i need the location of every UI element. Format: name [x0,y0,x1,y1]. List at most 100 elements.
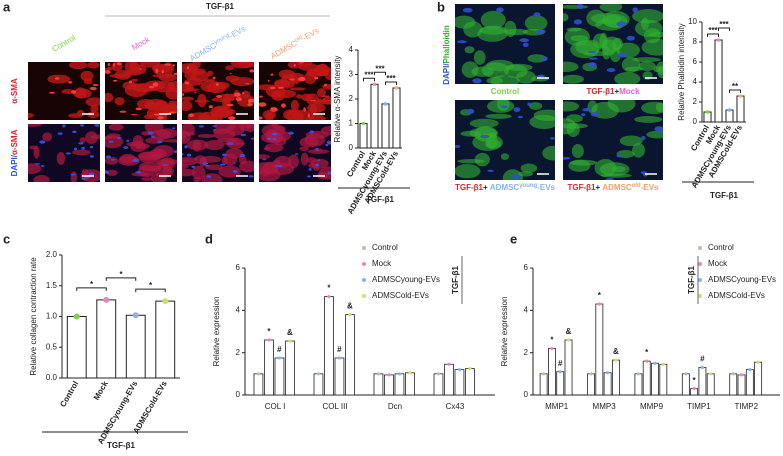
significance-label: ** [732,82,739,91]
cell [71,90,77,94]
cell [307,149,330,154]
bar [66,316,87,379]
text-piece: ADMSC [269,39,299,61]
cell [477,26,508,42]
cell [112,79,118,82]
cell [310,158,329,169]
text-piece: -EVs [641,183,659,192]
bar [345,314,355,396]
cell [215,83,219,86]
cell [303,107,306,112]
cell [221,156,229,165]
panel-letter: e [510,231,517,246]
cell [298,76,306,82]
significance-bracket [374,71,386,76]
cell [274,126,286,132]
cell [632,57,661,63]
bar [714,39,723,123]
bar [651,362,659,396]
data-point [541,372,546,376]
significance-label: # [337,345,342,354]
data-point [684,372,688,376]
cell [464,46,475,54]
cell [288,131,294,135]
cell [466,108,475,114]
y-axis-label: Relative collagen contraction rate [29,257,38,376]
cell [303,72,317,84]
cell [463,21,483,38]
data-point [468,366,472,371]
cell [259,95,263,98]
cell [216,137,240,143]
cell [250,137,254,140]
data-point [692,387,696,391]
cell [143,155,158,159]
bar [444,363,454,396]
cell [229,73,232,75]
cell [138,162,161,172]
cell [85,97,100,107]
data-point [383,102,388,106]
cell [457,159,485,164]
data-point [267,338,271,342]
cell [317,88,326,98]
legend-label: Control [708,243,734,252]
data-point [716,38,721,42]
legend-label: Mock [372,259,392,268]
cell [638,61,656,71]
cell [155,158,177,166]
cell [162,164,168,166]
significance-label: * [90,280,94,289]
data-point [337,356,342,360]
text-piece: TGF-β1 [567,183,596,192]
data-point [756,360,760,364]
cell [529,114,555,130]
bar [274,357,285,396]
y-axis-label: Relative expression [212,297,221,367]
cell [582,107,592,112]
data-point [316,372,321,376]
x-tick-label: Mock [92,379,110,402]
cell [49,91,55,94]
text-piece: -EVs [301,26,321,42]
data-point [700,365,704,370]
cell [182,168,196,177]
cell [270,73,274,76]
y-tick-label: 0.0 [46,373,58,382]
y-tick-label: 2 [524,348,529,357]
legend-label: Mock [708,259,728,268]
bar [737,374,746,396]
cell [455,144,461,148]
data-point [739,373,744,377]
significance-bracket [76,287,107,291]
data-point [408,371,412,375]
bar [392,87,401,149]
legend-title: TGF-β1 [451,265,460,294]
y-tick-label: 0 [693,117,698,126]
significance-label: * [645,348,649,357]
cell [641,38,663,56]
cell [73,147,78,151]
cell [200,80,221,93]
cell [198,125,205,128]
cell [182,130,191,144]
bar [603,372,612,396]
data-point [550,346,554,351]
cell [315,147,319,151]
data-point [457,368,462,372]
cell [186,139,209,151]
cell [617,52,627,58]
bar [405,372,415,396]
cell [322,84,331,90]
y-axis-label: Relative α-SMA intensity [333,56,342,143]
cell [205,164,224,171]
cell [461,61,479,78]
y-tick-label: 0 [349,143,354,152]
significance-label: * [119,270,123,279]
cell [248,175,254,178]
cell [246,124,254,133]
cell [108,140,114,143]
cell [148,85,155,89]
cell [469,127,498,139]
cell [126,141,140,147]
